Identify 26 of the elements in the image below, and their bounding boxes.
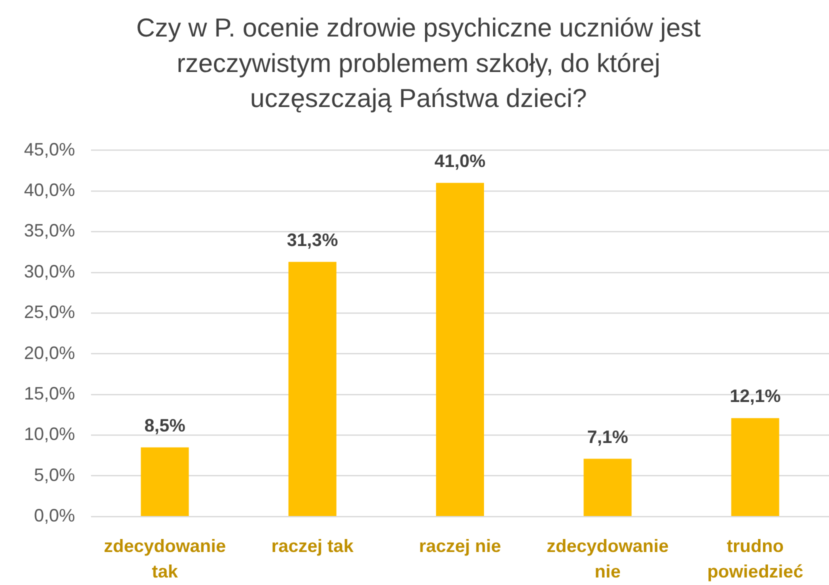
y-tick-label: 20,0% [24,342,76,363]
x-tick-label: raczej tak [271,536,354,556]
chart-title: Czy w P. ocenie zdrowie psychiczne uczniów jest rzeczywistym problemem szkoły, do której uczęszczają Państwa dzieci? [136,12,702,113]
data-label: 12,1% [730,386,781,406]
y-tick-label: 45,0% [24,139,76,160]
y-tick-label: 5,0% [34,464,76,485]
y-tick-label: 25,0% [24,302,76,322]
x-tick-label: trudno powiedzieć [707,536,804,582]
bar [436,182,484,516]
x-tick-label: raczej nie [418,536,502,556]
y-tick-label: 40,0% [24,180,76,200]
data-label: 8,5% [144,415,186,436]
y-tick-label: 0,0% [34,506,76,526]
y-tick-label: 35,0% [24,220,76,241]
y-tick-label: 10,0% [24,424,76,444]
data-label: 7,1% [587,426,628,447]
bar [288,262,336,516]
bar [584,458,632,516]
x-tick-label: zdecydowanie tak [104,536,226,582]
data-label: 41,0% [434,150,486,171]
bar [731,418,780,516]
y-tick-label: 15,0% [24,383,76,404]
x-tick-label: zdecydowanie nie [546,536,669,582]
data-label: 31,3% [286,230,338,250]
y-tick-label: 30,0% [24,261,76,282]
bar [140,447,189,516]
